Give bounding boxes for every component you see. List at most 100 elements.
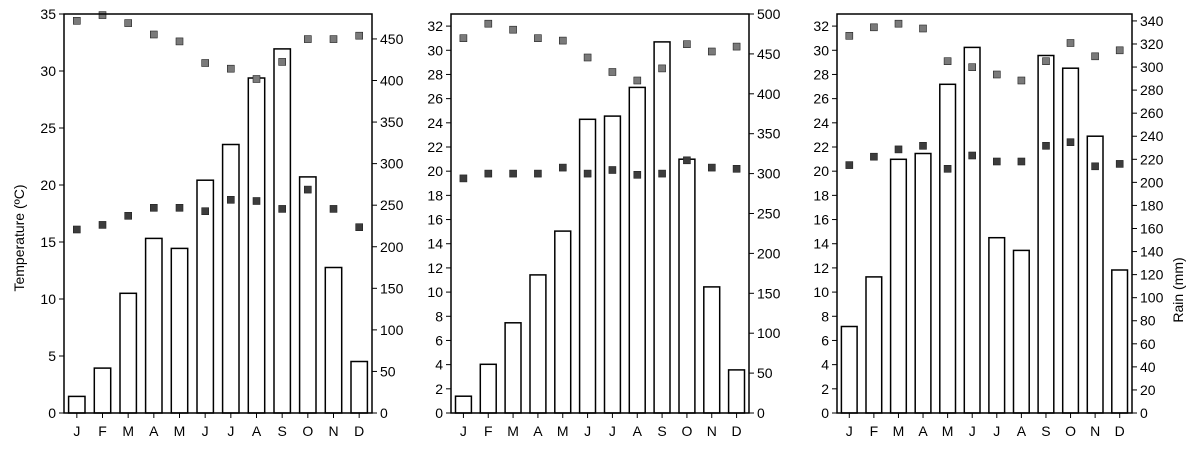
min-temperature-marker xyxy=(683,156,691,165)
left-axis-tick-label: 0 xyxy=(48,405,56,421)
right-axis-tick-label: 160 xyxy=(1140,220,1164,236)
right-axis-tick-label: 350 xyxy=(757,126,781,142)
rain-bar xyxy=(454,395,473,414)
right-axis-tick-label: 400 xyxy=(380,73,404,89)
rain-bar xyxy=(653,41,671,414)
month-label: J xyxy=(584,423,591,439)
left-axis-tick-label: 22 xyxy=(813,139,829,155)
left-axis-tick-label: 14 xyxy=(813,236,829,252)
left-axis-tick-label: 30 xyxy=(813,42,829,58)
max-temperature-marker xyxy=(633,76,642,85)
left-axis-tick-label: 5 xyxy=(48,348,56,364)
max-temperature-marker xyxy=(303,35,312,43)
min-temperature-marker xyxy=(1066,138,1075,146)
min-temperature-marker xyxy=(583,169,592,178)
left-axis-tick-label: 15 xyxy=(40,234,56,250)
rain-bar xyxy=(504,322,522,414)
month-label: F xyxy=(870,423,879,439)
min-temperature-marker xyxy=(943,165,952,173)
right-axis-tick-label: 150 xyxy=(757,285,781,301)
rain-bar xyxy=(628,86,646,414)
left-axis-tick-label: 8 xyxy=(821,308,829,324)
left-axis-tick-label: 22 xyxy=(427,139,443,155)
rain-bar xyxy=(479,363,497,414)
max-temperature-marker xyxy=(943,57,952,66)
left-axis-tick-label: 2 xyxy=(821,381,829,397)
right-axis-tick-label: 400 xyxy=(757,86,781,102)
rain-bar xyxy=(67,395,86,414)
min-temperature-marker xyxy=(278,205,287,213)
rain-bar xyxy=(1061,67,1080,414)
min-temperature-marker xyxy=(658,169,666,178)
max-temperature-marker xyxy=(919,24,927,33)
left-axis-tick-label: 32 xyxy=(427,18,443,34)
rain-bar xyxy=(170,247,189,414)
min-temperature-marker xyxy=(534,169,542,178)
left-axis-tick-label: 18 xyxy=(813,187,829,203)
min-temperature-marker xyxy=(303,185,312,194)
left-axis-tick-label: 6 xyxy=(821,332,829,348)
month-label: M xyxy=(893,423,905,439)
min-temperature-marker xyxy=(633,171,642,179)
rain-bar xyxy=(840,325,858,414)
min-temperature-marker xyxy=(1042,142,1050,150)
max-temperature-marker xyxy=(175,37,184,46)
month-label: A xyxy=(252,423,262,439)
plot-frame xyxy=(63,13,373,414)
left-axis-tick-label: 12 xyxy=(813,260,829,276)
min-temperature-marker xyxy=(992,157,1001,166)
right-axis-tick-label: 350 xyxy=(380,114,404,130)
rain-bar xyxy=(1086,135,1104,414)
max-temperature-marker xyxy=(484,19,493,28)
min-temperature-marker xyxy=(227,196,235,204)
max-temperature-marker xyxy=(968,63,977,72)
min-temperature-marker xyxy=(919,142,927,150)
right-axis-tick-label: 80 xyxy=(1140,313,1156,329)
month-label: N xyxy=(1090,423,1100,439)
month-label: J xyxy=(460,423,467,439)
max-temperature-marker xyxy=(1017,76,1026,85)
max-temperature-marker xyxy=(459,34,468,43)
right-axis-tick-label: 40 xyxy=(1140,359,1156,375)
min-temperature-marker xyxy=(252,197,261,205)
month-label: J xyxy=(73,423,80,439)
max-temperature-marker xyxy=(124,19,132,27)
max-temperature-marker xyxy=(534,34,542,43)
right-axis-tick-label: 60 xyxy=(1140,336,1156,352)
month-label: M xyxy=(507,423,519,439)
left-axis-tick-label: 20 xyxy=(813,163,829,179)
rain-bar xyxy=(221,143,240,414)
min-temperature-marker xyxy=(124,212,132,220)
right-axis-tick-label: 300 xyxy=(757,166,781,182)
max-temperature-marker xyxy=(683,40,691,49)
min-temperature-marker xyxy=(845,161,854,169)
right-axis-tick-label: 140 xyxy=(1140,244,1164,260)
right-axis-tick-label: 20 xyxy=(1140,382,1156,398)
left-axis-tick-label: 0 xyxy=(821,405,829,421)
month-label: M xyxy=(174,423,186,439)
max-temperature-marker xyxy=(870,23,878,32)
left-axis-tick-label: 32 xyxy=(813,18,829,34)
month-label: J xyxy=(993,423,1000,439)
rain-bar xyxy=(196,179,215,414)
rain-bar xyxy=(1012,249,1030,414)
right-axis-tick-label: 200 xyxy=(380,239,404,255)
max-temperature-marker xyxy=(894,19,903,28)
max-temperature-marker xyxy=(252,75,261,83)
min-temperature-marker xyxy=(201,207,209,215)
left-axis-tick-label: 26 xyxy=(427,91,443,107)
rain-bar xyxy=(1037,54,1055,414)
max-temperature-marker xyxy=(1091,52,1099,61)
chart-panel-3: 0246810121416182022242628303202040608010… xyxy=(813,13,1163,439)
rain-axis-title: Rain (mm) xyxy=(1170,257,1186,322)
rain-bar xyxy=(865,276,883,414)
right-axis-tick-label: 200 xyxy=(757,245,781,261)
rain-bar xyxy=(529,274,547,414)
right-axis-tick-label: 250 xyxy=(380,197,404,213)
max-temperature-marker xyxy=(583,53,592,62)
month-label: J xyxy=(609,423,616,439)
month-label: O xyxy=(302,423,313,439)
max-temperature-marker xyxy=(992,70,1001,79)
rain-bar xyxy=(578,118,597,414)
